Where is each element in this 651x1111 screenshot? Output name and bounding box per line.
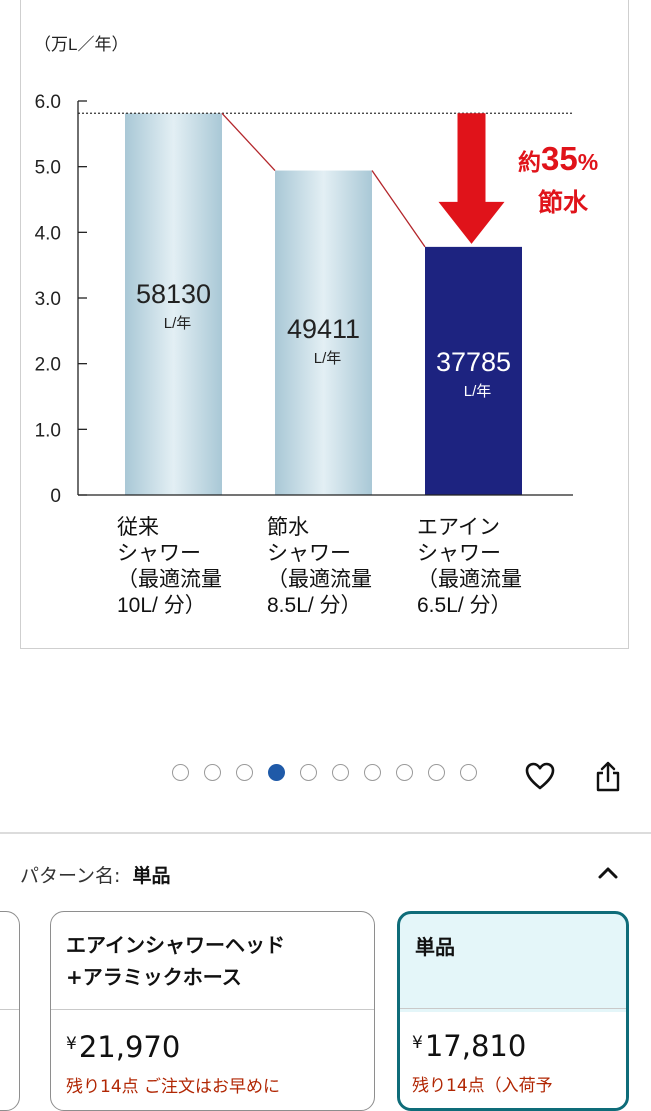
option-card-single-selected[interactable]: 単品 ¥17,810 残り14点（入荷予 — [397, 911, 629, 1111]
y-tick-label: 6.0 — [35, 92, 61, 113]
bar-value-label: 37785 — [436, 347, 511, 377]
share-button[interactable] — [590, 758, 626, 794]
category-label: （最適流量 — [417, 568, 522, 591]
y-tick-label: 4.0 — [35, 223, 61, 244]
bar-value-label: 49411 — [287, 314, 360, 344]
chart-bar — [125, 113, 222, 495]
option-price: ¥17,810 — [412, 1029, 526, 1063]
heart-icon — [525, 762, 555, 790]
option-title-line1: エアインシャワーヘッド — [66, 933, 285, 957]
chart-bar — [275, 170, 372, 496]
category-label: 従来 — [117, 516, 159, 539]
category-label: 節水 — [267, 516, 309, 539]
chart-bar — [425, 246, 522, 495]
y-tick-label: 5.0 — [35, 158, 61, 179]
carousel-dot[interactable] — [460, 764, 477, 781]
pattern-selector[interactable]: パターン名: 単品 — [20, 856, 631, 892]
bar-unit-label: L/年 — [464, 383, 492, 400]
product-image-chart[interactable]: （万L／年） 6.0 5.0 4.0 3.0 2.0 1.0 0 58130 L/年 49411 L/… — [20, 0, 629, 649]
bar-unit-label: L/年 — [314, 350, 342, 367]
option-price: ¥21,970 — [66, 1030, 180, 1064]
carousel-dot[interactable] — [428, 764, 445, 781]
option-title-line2: +アラミックホース — [66, 965, 242, 989]
y-tick-label: 2.0 — [35, 355, 61, 376]
reduction-arrow — [438, 113, 505, 244]
carousel-dot[interactable] — [172, 764, 189, 781]
connector-line — [371, 170, 426, 248]
category-label: （最適流量 — [267, 568, 372, 591]
section-divider — [0, 832, 651, 834]
annotation-text: 約35% — [518, 140, 598, 177]
carousel-dot[interactable] — [332, 764, 349, 781]
carousel-dot[interactable] — [204, 764, 221, 781]
option-title: 単品 — [415, 935, 455, 959]
category-label: 6.5L/ 分） — [417, 594, 512, 617]
carousel-dot[interactable] — [396, 764, 413, 781]
option-card-set[interactable]: エアインシャワーヘッド +アラミックホース ¥21,970 残り14点 ご注文は… — [50, 911, 375, 1111]
card-divider — [400, 1008, 626, 1009]
category-label: （最適流量 — [117, 568, 222, 591]
option-card-partial[interactable] — [0, 911, 20, 1111]
category-label: シャワー — [417, 542, 501, 565]
card-divider — [0, 1009, 19, 1010]
y-tick-label: 3.0 — [35, 289, 61, 310]
bar-value-label: 58130 — [136, 279, 211, 309]
pattern-label: パターン名: — [20, 864, 121, 887]
y-tick-label: 0 — [50, 486, 61, 507]
currency-symbol: ¥ — [66, 1034, 77, 1054]
category-label: シャワー — [267, 542, 351, 565]
carousel-dot[interactable] — [300, 764, 317, 781]
stock-status: 残り14点（入荷予 — [412, 1076, 553, 1096]
category-label: 8.5L/ 分） — [267, 594, 362, 617]
price-value: 17,810 — [424, 1029, 527, 1063]
chevron-up-icon[interactable] — [593, 858, 623, 888]
price-value: 21,970 — [78, 1030, 181, 1064]
category-label: シャワー — [117, 542, 201, 565]
carousel-dot[interactable] — [236, 764, 253, 781]
bar-unit-label: L/年 — [164, 315, 192, 332]
image-carousel-dots — [172, 764, 477, 781]
pattern-value: 単品 — [132, 864, 171, 887]
annotation-text-line2: 節水 — [538, 188, 589, 217]
stock-status: 残り14点 ご注文はお早めに — [66, 1077, 281, 1097]
category-label: エアイン — [417, 516, 500, 539]
connector-line — [221, 112, 276, 171]
card-divider — [51, 1009, 374, 1010]
favorite-button[interactable] — [522, 758, 558, 794]
water-usage-chart: （万L／年） 6.0 5.0 4.0 3.0 2.0 1.0 0 58130 L/年 49411 L/… — [34, 35, 598, 617]
y-tick-label: 1.0 — [35, 420, 61, 441]
category-label: 10L/ 分） — [117, 594, 206, 617]
share-icon — [596, 761, 620, 792]
option-title: エアインシャワーヘッド +アラミックホース — [66, 929, 362, 993]
carousel-dot[interactable] — [364, 764, 381, 781]
unit-label: （万L／年） — [34, 35, 128, 54]
currency-symbol: ¥ — [412, 1033, 423, 1053]
carousel-dot[interactable] — [268, 764, 285, 781]
